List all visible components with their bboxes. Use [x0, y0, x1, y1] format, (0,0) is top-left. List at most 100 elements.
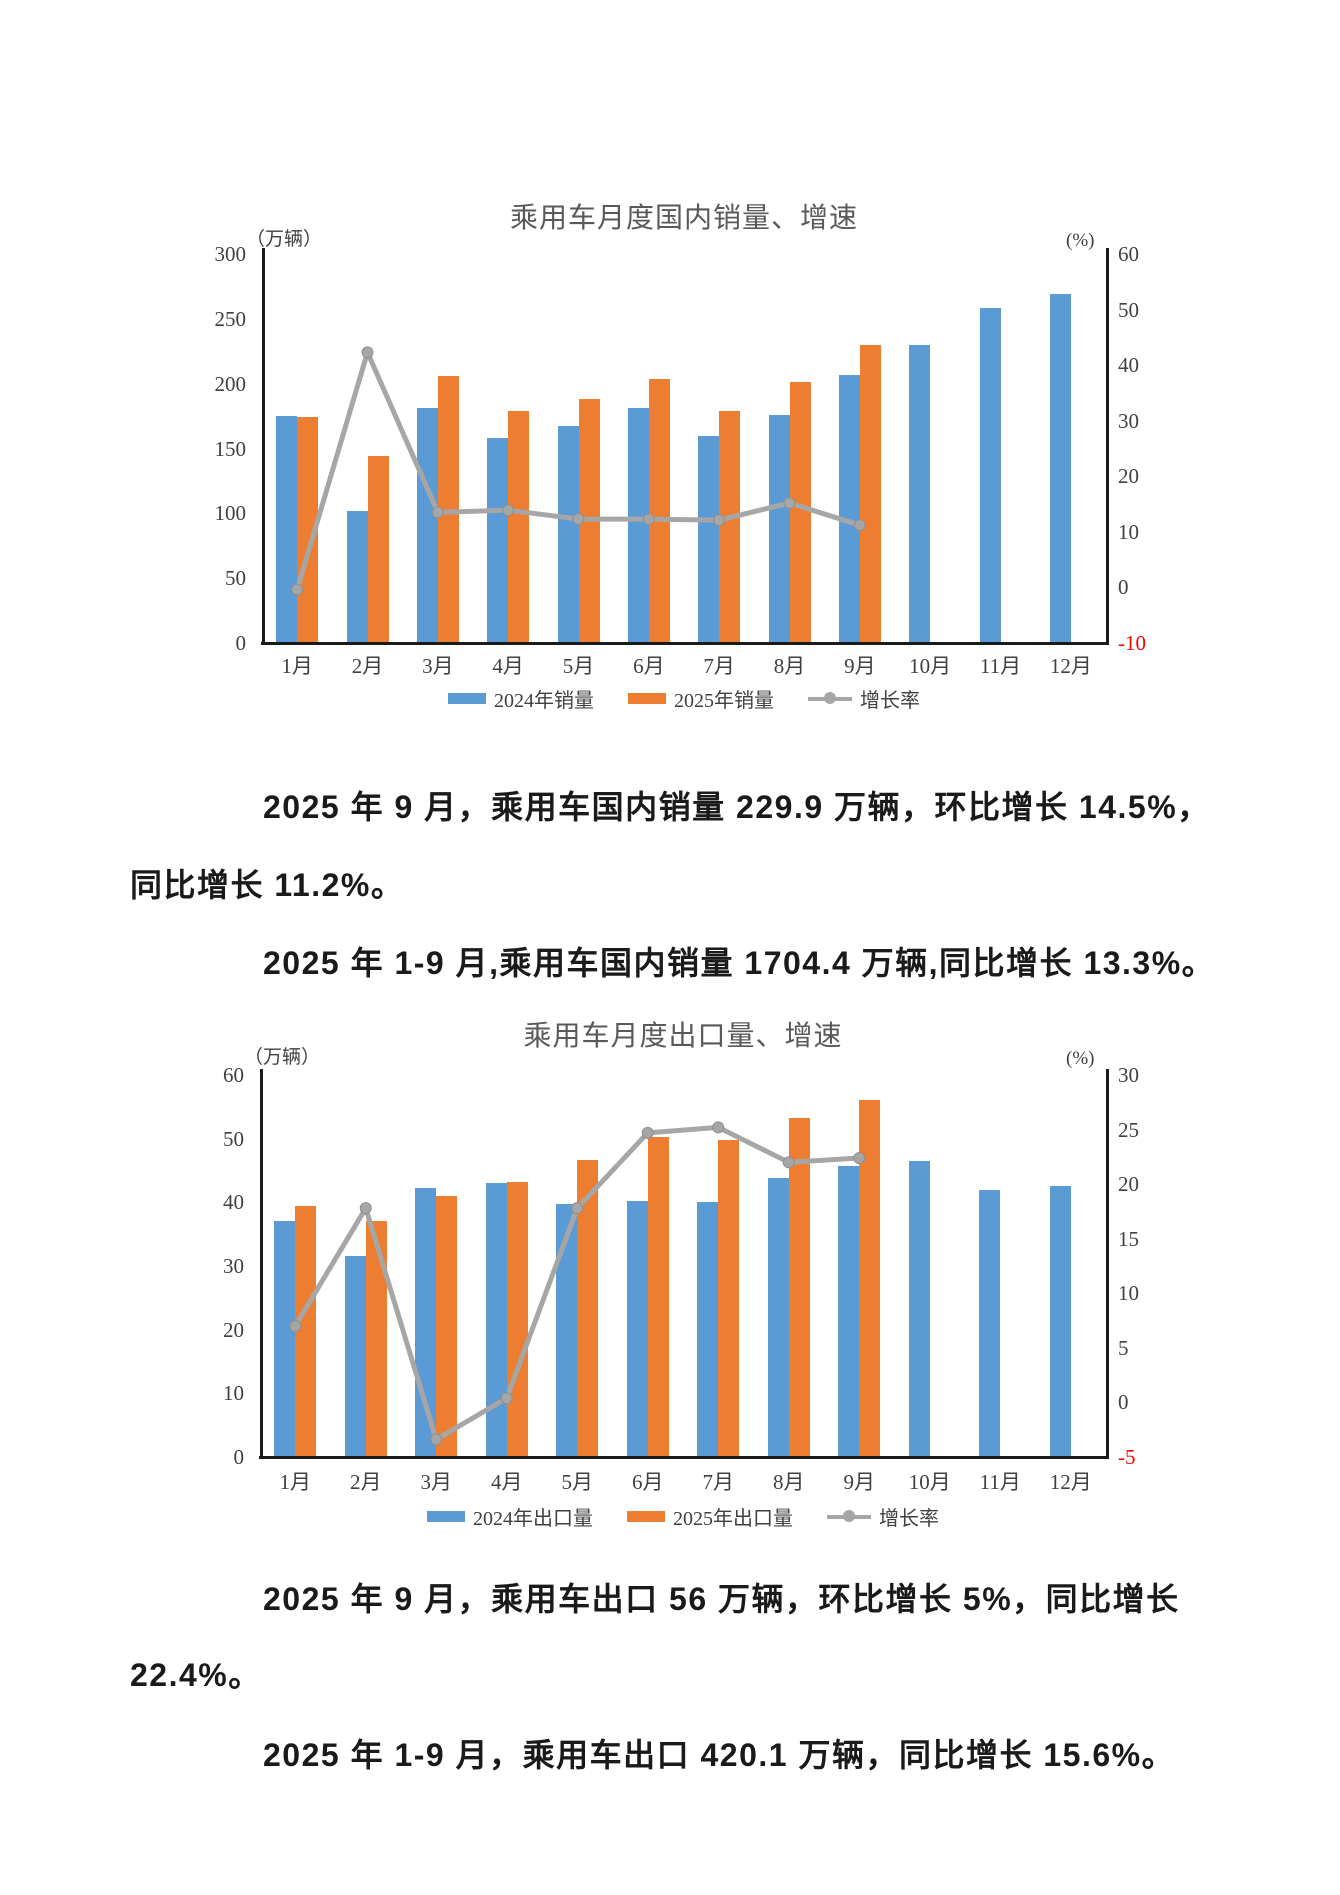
left-axis-tick: 50	[223, 1126, 244, 1151]
bar-2024年出口量-6月	[626, 1201, 648, 1457]
bar-2024年销量-11月	[979, 307, 1001, 643]
x-axis-label: 5月	[561, 1470, 594, 1494]
growth-line-marker	[642, 513, 655, 526]
bar-2024年销量-3月	[416, 407, 438, 643]
left-axis-tick: 50	[225, 566, 246, 591]
x-axis-label: 6月	[632, 1470, 664, 1494]
legend-label: 2024年出口量	[473, 1508, 593, 1530]
right-axis-tick: -5	[1118, 1445, 1136, 1469]
left-axis-tick: 20	[223, 1317, 244, 1342]
x-axis-label: 9月	[843, 1470, 876, 1494]
growth-line-marker	[291, 583, 304, 596]
bar-2025年销量-9月	[859, 344, 881, 643]
legend-line-marker-icon	[827, 1510, 871, 1523]
growth-line-marker	[853, 1151, 866, 1164]
right-axis-tick: -10	[1118, 631, 1146, 655]
right-axis-tick: 50	[1118, 297, 1139, 322]
right-axis-tick: 15	[1118, 1226, 1139, 1251]
x-axis-label: 3月	[420, 1470, 453, 1494]
left-axis-tick: 0	[233, 1445, 245, 1469]
chart-title: 乘用车月度出口量、增速	[523, 1021, 843, 1052]
right-axis-tick: 0	[1118, 575, 1129, 600]
bar-2025年出口量-5月	[577, 1160, 599, 1457]
bar-2024年销量-5月	[557, 425, 579, 643]
legend-swatch-icon	[627, 1511, 665, 1522]
right-axis-tick: 40	[1118, 353, 1139, 378]
x-axis-label: 3月	[422, 654, 454, 678]
legend-marker-icon	[824, 692, 836, 704]
left-axis-tick: 150	[214, 436, 247, 461]
right-axis-unit: (%)	[1066, 230, 1095, 251]
right-axis-unit: (%)	[1066, 1048, 1095, 1069]
bar-2025年销量-4月	[508, 410, 530, 643]
bar-2025年出口量-6月	[647, 1137, 669, 1457]
legend-label: 增长率	[860, 690, 920, 712]
left-axis-tick: 40	[223, 1190, 244, 1215]
x-axis-label: 11月	[979, 1470, 1021, 1494]
legend-item-2025年销量: 2025年销量	[628, 684, 774, 713]
bar-2025年销量-3月	[437, 375, 459, 643]
y-axis-line-right	[1106, 1069, 1109, 1457]
bar-2024年销量-6月	[627, 407, 649, 643]
legend-item-增长率: 增长率	[808, 684, 920, 713]
left-axis-tick: 60	[223, 1063, 244, 1087]
x-axis-label: 7月	[703, 654, 735, 678]
bar-2024年销量-12月	[1049, 293, 1071, 643]
bar-2025年销量-1月	[297, 416, 319, 643]
growth-line-marker	[361, 346, 374, 359]
bar-2024年销量-4月	[487, 438, 509, 643]
x-axis-label: 8月	[773, 654, 806, 678]
x-axis-label: 2月	[350, 1470, 382, 1494]
left-axis-tick: 100	[214, 501, 247, 526]
bar-2024年销量-1月	[276, 416, 298, 643]
bar-2024年出口量-11月	[979, 1190, 1001, 1457]
body-line-export-ytd: 2025 年 1-9 月，乘用车出口 420.1 万辆，同比增长 15.6%。	[263, 1737, 1176, 1773]
growth-rate-line	[289, 1121, 866, 1446]
x-axis-label: 2月	[351, 654, 384, 678]
legend-swatch-icon	[427, 1511, 465, 1522]
x-axis-label: 1月	[279, 1470, 312, 1494]
legend-item-2025年出口量: 2025年出口量	[627, 1502, 793, 1531]
bar-2025年销量-8月	[789, 382, 811, 643]
right-axis-tick: 0	[1118, 1390, 1129, 1415]
bar-2024年出口量-1月	[274, 1221, 296, 1457]
x-axis-label: 6月	[633, 654, 665, 678]
bar-2024年销量-7月	[698, 436, 720, 643]
x-axis-label: 10月	[908, 1470, 951, 1494]
growth-line-marker	[289, 1320, 302, 1333]
right-axis-tick: 10	[1118, 519, 1139, 544]
left-axis-tick: 300	[214, 242, 247, 266]
bar-2025年销量-6月	[648, 379, 670, 643]
bar-2025年出口量-1月	[295, 1205, 317, 1457]
bar-2024年出口量-2月	[344, 1256, 366, 1457]
body-line-export-yoy: 22.4%。	[130, 1657, 262, 1693]
growth-line-marker	[431, 506, 444, 519]
bar-2024年销量-10月	[909, 345, 931, 643]
bar-2025年出口量-2月	[365, 1221, 387, 1457]
growth-rate-line	[291, 346, 866, 596]
right-axis-tick: 30	[1118, 1063, 1139, 1087]
body-line-export-month: 2025 年 9 月，乘用车出口 56 万辆，环比增长 5%，同比增长	[263, 1581, 1180, 1617]
growth-line-marker	[713, 514, 726, 527]
bar-2025年出口量-7月	[718, 1139, 740, 1457]
left-axis-tick: 30	[223, 1254, 244, 1278]
x-axis-label: 1月	[281, 654, 313, 678]
growth-line-marker	[782, 1156, 795, 1169]
legend-label: 2025年销量	[674, 690, 774, 712]
left-axis-tick: 200	[214, 371, 247, 396]
growth-line-marker	[572, 513, 585, 526]
legend-label: 2024年销量	[494, 690, 594, 712]
x-axis-label: 8月	[773, 1470, 805, 1494]
x-axis-label: 11月	[979, 654, 1022, 678]
legend-item-2024年销量: 2024年销量	[448, 684, 594, 713]
y-axis-line-left	[262, 248, 265, 643]
x-axis-label: 4月	[491, 1470, 523, 1494]
right-axis-tick: 20	[1118, 464, 1139, 489]
legend-label: 增长率	[879, 1508, 939, 1530]
y-axis-line-right	[1106, 248, 1109, 643]
growth-line-marker	[571, 1202, 584, 1215]
legend-item-2024年出口量: 2024年出口量	[427, 1502, 593, 1531]
legend-label: 2025年出口量	[673, 1508, 793, 1530]
